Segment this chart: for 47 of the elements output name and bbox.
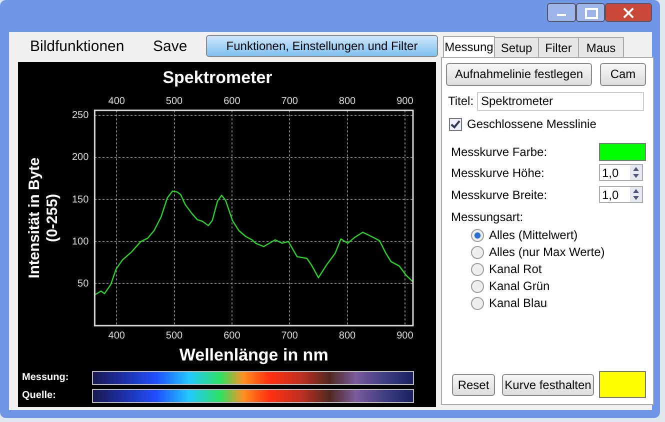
text: Funktionen, Einstellungen und Filter (206, 35, 438, 57)
y-axis-title: Intensität in Byte (0-255) (26, 158, 62, 278)
text: Geschlossene Messlinie (467, 117, 596, 131)
text: Cam (600, 63, 646, 86)
text: Alles (Mittelwert) (489, 228, 578, 242)
text: Kanal Blau (489, 296, 548, 310)
text: Setup (494, 37, 539, 58)
x2-tick-label: 900 (396, 330, 414, 342)
y-tick-label: 250 (72, 110, 90, 122)
text: 1,0 (599, 164, 643, 181)
text: Kurve festhalten (502, 374, 594, 396)
x-tick-label: 500 (166, 96, 184, 108)
text: Messungsart: (451, 210, 524, 224)
text: Alles (nur Max Werte) (489, 245, 605, 259)
y-tick-label: 200 (72, 152, 90, 164)
y-tick-label: 100 (72, 236, 90, 248)
x-tick-label: 400 (108, 96, 126, 108)
x-tick-label: 600 (224, 96, 241, 108)
x2-tick-label: 800 (338, 330, 356, 342)
x2-tick-label: 400 (108, 330, 126, 342)
chart-title: Spektrometer (162, 68, 273, 87)
x-axis-title: Wellenlänge in nm (179, 345, 328, 364)
text: Aufnahmelinie festlegen (446, 63, 592, 86)
text: Messkurve Farbe: (451, 145, 548, 159)
text: Messung: (22, 372, 69, 383)
text: Filter (538, 37, 579, 58)
x-tick-label: 700 (281, 96, 298, 108)
x2-tick-label: 500 (166, 330, 184, 342)
text: Save (153, 38, 188, 55)
text: 1,0 (599, 186, 643, 203)
x-tick-label: 900 (396, 96, 414, 108)
text: Spektrometer (477, 92, 644, 111)
text: Kanal Rot (489, 262, 542, 276)
text: Messkurve Höhe: (451, 166, 544, 180)
x2-tick-label: 600 (224, 330, 241, 342)
y-tick-label: 150 (72, 194, 90, 206)
text: Messung (443, 36, 495, 59)
source-note: Quelle: (22, 390, 56, 401)
x-tick-label: 800 (338, 96, 356, 108)
text: Bildfunktionen (30, 38, 124, 55)
text: Maus (578, 37, 624, 58)
text: Reset (452, 374, 495, 396)
text: Titel: (448, 94, 474, 108)
text: Messkurve Breite: (451, 188, 548, 202)
y-tick-label: 50 (78, 278, 90, 290)
text: Kanal Grün (489, 279, 550, 293)
x2-tick-label: 700 (281, 330, 298, 342)
